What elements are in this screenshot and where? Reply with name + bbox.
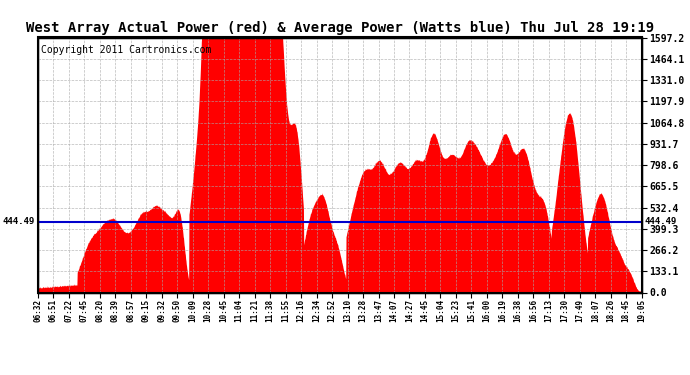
Text: 444.49: 444.49 — [644, 217, 677, 226]
Text: Copyright 2011 Cartronics.com: Copyright 2011 Cartronics.com — [41, 45, 211, 55]
Text: 444.49: 444.49 — [3, 217, 35, 226]
Text: West Array Actual Power (red) & Average Power (Watts blue) Thu Jul 28 19:19: West Array Actual Power (red) & Average … — [26, 21, 654, 35]
